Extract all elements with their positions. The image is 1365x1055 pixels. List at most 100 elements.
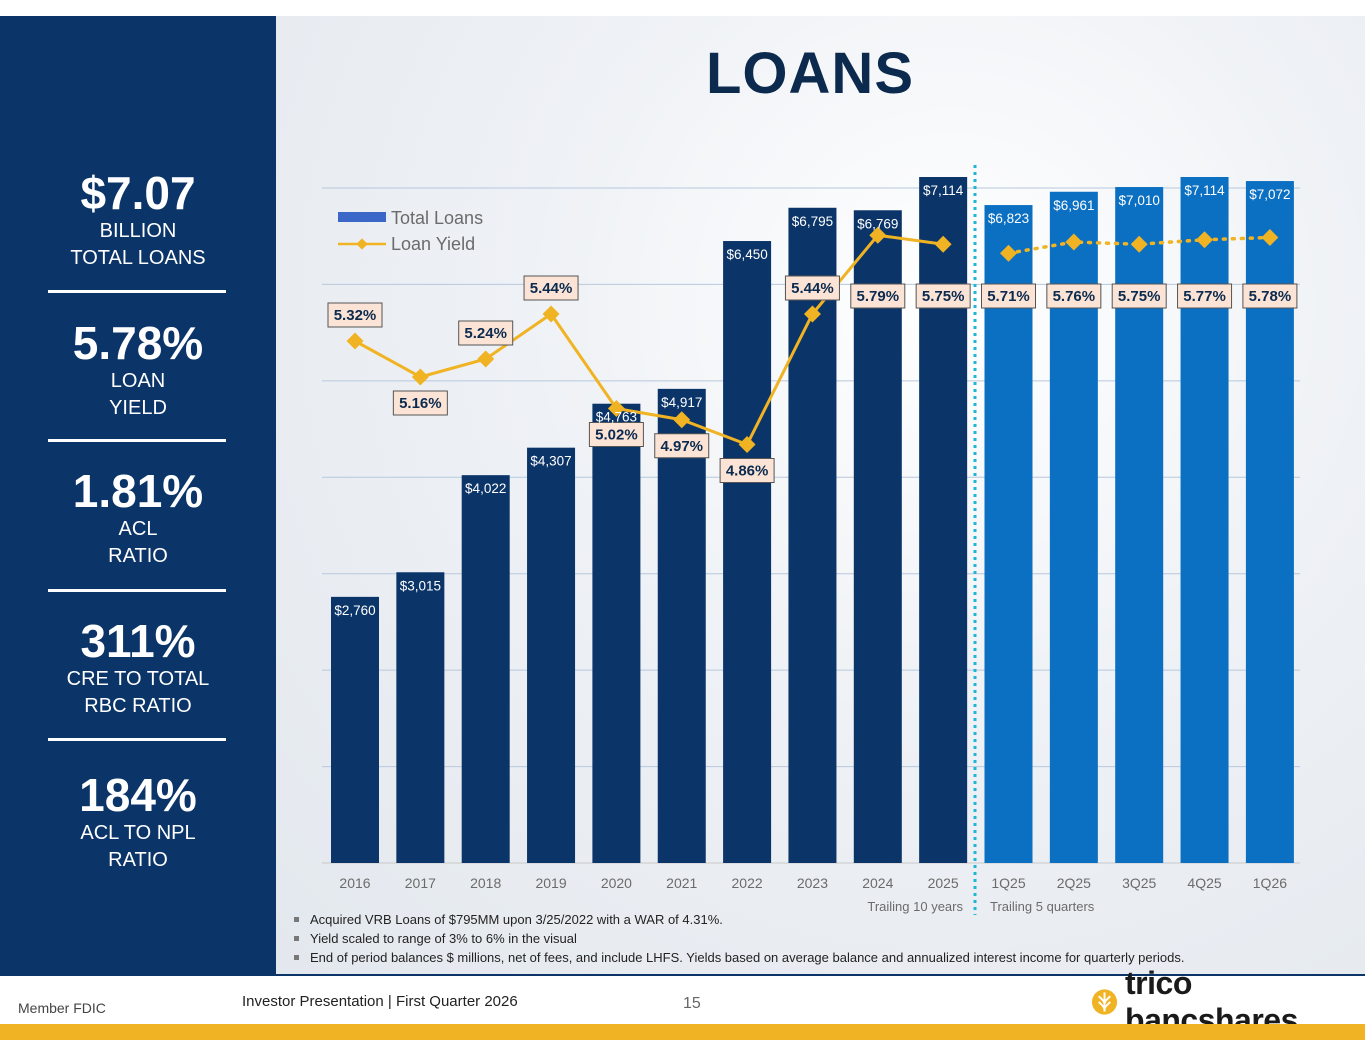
yield-label-box-2023 — [784, 275, 840, 301]
footer-gold-bar — [0, 1024, 1365, 1040]
bar-2025 — [919, 177, 968, 863]
kpi-label: RBC RATIO — [84, 695, 192, 717]
yield-label-2016: 5.32% — [334, 307, 377, 324]
bar-2016 — [331, 596, 379, 863]
yield-label-1Q26: 5.78% — [1249, 288, 1292, 305]
group-label-trailing-5-quarters: Trailing 5 quarters — [990, 899, 1095, 914]
kpi-label: RATIO — [108, 545, 168, 567]
kpi-acl-npl: 184% ACL TO NPL RATIO — [0, 770, 276, 874]
page-number: 15 — [683, 995, 701, 1012]
yield-label-box-2Q25 — [1046, 283, 1102, 309]
yield-label-1Q25: 5.71% — [987, 288, 1030, 305]
yield-label-box-2018 — [458, 320, 514, 346]
yield-label-2019: 5.44% — [530, 280, 573, 297]
kpi-acl-ratio: 1.81% ACL RATIO — [0, 466, 276, 570]
x-tick-2025: 2025 — [928, 875, 959, 891]
yield-label-box-2016 — [327, 302, 383, 328]
legend-label-loan-yield: Loan Yield — [391, 234, 475, 254]
yield-label-box-2024 — [850, 283, 906, 309]
x-tick-2024: 2024 — [862, 875, 893, 891]
bar-2022 — [723, 241, 772, 864]
bar-2020 — [592, 403, 641, 863]
yield-point-2021 — [673, 411, 691, 429]
kpi-divider — [48, 738, 226, 741]
bar-label-2024: $6,769 — [857, 216, 898, 231]
yield-point-1Q25 — [1000, 244, 1017, 262]
bar-2024 — [853, 210, 902, 863]
yield-point-2023 — [803, 305, 821, 323]
x-tick-2022: 2022 — [732, 875, 763, 891]
yield-line-annual — [354, 233, 944, 447]
bar-label-2020: $4,763 — [596, 410, 637, 425]
yield-label-box-4Q25 — [1177, 283, 1233, 309]
presentation-title: Investor Presentation | First Quarter 20… — [242, 993, 518, 1010]
kpi-label: ACL TO NPL — [80, 822, 196, 844]
trico-logo: trico bancshares — [1090, 965, 1365, 1038]
yield-label-box-2021 — [654, 433, 710, 459]
yield-point-2022 — [738, 436, 756, 453]
yield-point-2017 — [411, 368, 429, 386]
member-fdic: Member FDIC — [18, 1000, 106, 1016]
x-tick-2018: 2018 — [470, 875, 501, 891]
bar-2018 — [461, 475, 510, 863]
bar-label-4Q25: $7,114 — [1184, 183, 1225, 198]
kpi-label: LOAN — [110, 370, 166, 392]
footnotes: Acquired VRB Loans of $795MM upon 3/25/2… — [292, 910, 1352, 967]
bar-label-3Q25: $7,010 — [1119, 193, 1160, 208]
wheat-icon — [1091, 989, 1118, 1015]
yield-label-2Q25: 5.76% — [1053, 288, 1096, 305]
yield-label-3Q25: 5.75% — [1118, 288, 1161, 305]
yield-label-2018: 5.24% — [464, 325, 507, 342]
yield-label-box-2020 — [588, 422, 644, 447]
loans-chart: 5.32% 5.16% 5.24% 5.44% 5.02% 4.97% 4.86% 5.44%… — [322, 165, 1300, 915]
yield-label-2017: 5.16% — [399, 395, 442, 412]
x-tick-2020: 2020 — [601, 875, 632, 891]
bar-1Q26 — [1245, 181, 1294, 864]
bar-label-2019: $4,307 — [530, 454, 571, 469]
legend-swatch-total-loans — [338, 212, 386, 222]
footer-divider — [0, 974, 1365, 976]
footnote: Acquired VRB Loans of $795MM upon 3/25/2… — [292, 910, 1352, 929]
bar-label-2021: $4,917 — [661, 395, 702, 410]
bar-2021 — [657, 388, 706, 863]
legend-label-total-loans: Total Loans — [391, 208, 483, 228]
page-title: LOANS — [706, 41, 914, 106]
kpi-label: YIELD — [109, 397, 167, 419]
x-tick-2Q25: 2Q25 — [1057, 875, 1091, 891]
kpi-value: 5.78% — [72, 317, 204, 369]
kpi-loan-yield: 5.78% LOAN YIELD — [0, 318, 276, 422]
kpi-value: 184% — [79, 769, 197, 821]
bar-4Q25 — [1180, 177, 1229, 863]
bar-label-1Q26: $7,072 — [1249, 187, 1290, 202]
yield-label-box-2017 — [392, 390, 448, 416]
x-tick-2016: 2016 — [339, 875, 370, 891]
yield-point-2018 — [477, 350, 495, 368]
x-tick-2023: 2023 — [797, 875, 828, 891]
x-tick-2021: 2021 — [666, 875, 697, 891]
kpi-divider — [48, 589, 226, 592]
yield-line-quarterly — [1006, 235, 1272, 255]
bar-label-2018: $4,022 — [465, 481, 506, 496]
kpi-label: ACL — [118, 518, 158, 540]
yield-label-box-2022 — [719, 458, 775, 483]
kpi-value: 1.81% — [72, 465, 204, 517]
bar-label-1Q25: $6,823 — [988, 211, 1029, 226]
bar-1Q25 — [984, 205, 1033, 863]
group-label-trailing-10-years: Trailing 10 years — [867, 899, 963, 914]
legend-marker-loan-yield — [356, 238, 368, 250]
x-tick-1Q25: 1Q25 — [991, 875, 1025, 891]
bar-label-2017: $3,015 — [400, 578, 441, 593]
yield-label-2021: 4.97% — [660, 438, 703, 455]
x-tick-1Q26: 1Q26 — [1253, 875, 1287, 891]
x-tick-2019: 2019 — [535, 875, 566, 891]
kpi-label: RATIO — [108, 849, 168, 871]
yield-label-2024: 5.79% — [857, 288, 900, 305]
footnote: Yield scaled to range of 3% to 6% in the… — [292, 929, 1352, 948]
bar-2019 — [527, 447, 576, 863]
yield-point-2016 — [346, 332, 364, 350]
kpi-value: $7.07 — [80, 167, 196, 219]
sidebar — [0, 16, 276, 974]
yield-label-box-2025 — [915, 283, 971, 309]
kpi-cre-ratio: 311% CRE TO TOTAL RBC RATIO — [0, 616, 276, 720]
yield-point-2019 — [542, 305, 560, 323]
